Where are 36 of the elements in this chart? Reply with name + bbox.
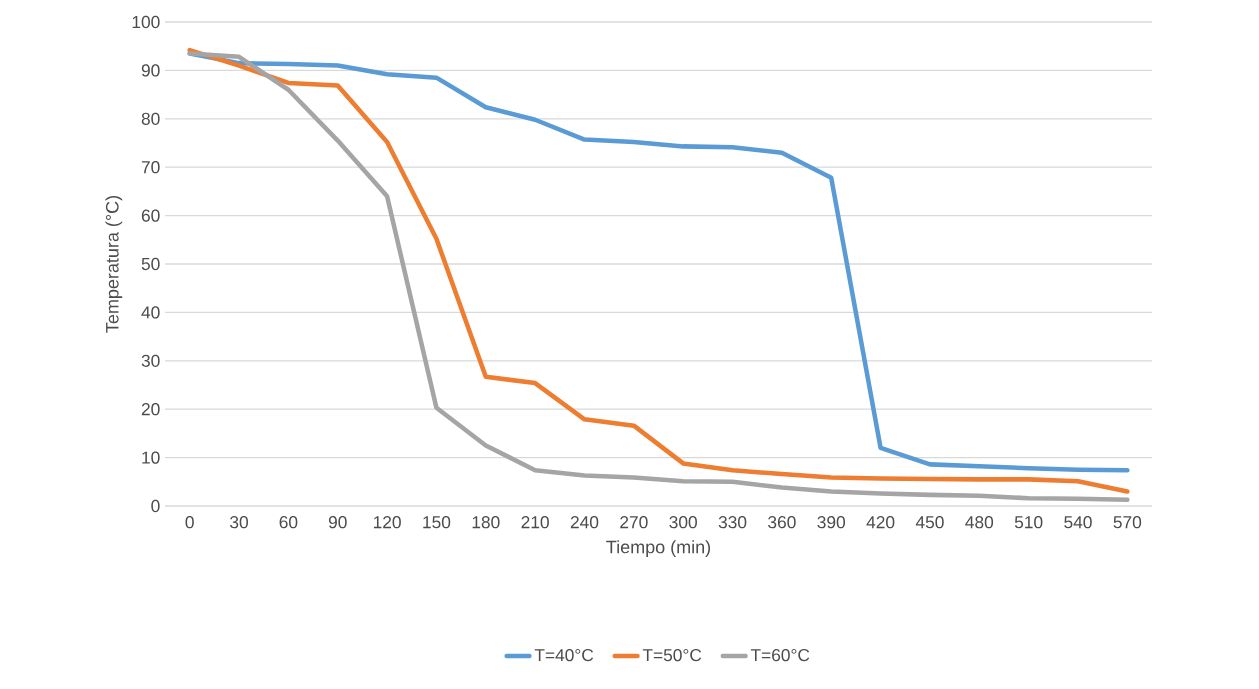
- x-tick-label: 30: [230, 516, 248, 529]
- y-tick-label: 70: [141, 161, 160, 174]
- legend-label: T=60°C: [750, 648, 810, 662]
- x-tick-label: 360: [768, 516, 796, 529]
- x-tick-label: 240: [570, 516, 599, 529]
- x-tick-label: 0: [185, 516, 194, 529]
- y-tick-label: 80: [141, 112, 160, 125]
- y-tick-label: 40: [141, 306, 160, 319]
- x-tick-label: 510: [1014, 516, 1043, 529]
- x-tick-label: 210: [521, 516, 549, 529]
- x-tick-label: 300: [669, 516, 697, 529]
- legend-label: T=40°C: [534, 648, 594, 662]
- y-tick-label: 100: [132, 15, 160, 29]
- y-tick-label: 60: [141, 209, 160, 222]
- x-tick-label: 480: [965, 516, 994, 529]
- x-tick-label: 270: [620, 516, 648, 529]
- y-tick-label: 0: [151, 499, 160, 513]
- x-axis-title: Tiempo (min): [606, 540, 711, 557]
- x-tick-label: 450: [915, 516, 944, 529]
- x-tick-label: 180: [472, 516, 500, 529]
- x-tick-label: 390: [817, 516, 846, 529]
- x-tick-label: 420: [866, 516, 895, 529]
- x-tick-label: 150: [423, 516, 451, 529]
- x-tick-label: 540: [1064, 516, 1092, 529]
- y-axis-title: Temperatura (°C): [105, 196, 123, 333]
- y-tick-label: 30: [141, 354, 160, 367]
- x-tick-label: 90: [328, 516, 347, 529]
- y-tick-label: 90: [141, 64, 160, 77]
- x-tick-label: 330: [718, 516, 747, 529]
- y-tick-label: 10: [142, 451, 160, 464]
- x-tick-label: 60: [279, 516, 298, 529]
- x-tick-label: 570: [1113, 516, 1142, 529]
- y-tick-label: 50: [141, 257, 160, 271]
- legend-label: T=50°C: [642, 648, 702, 662]
- y-tick-label: 20: [141, 403, 160, 416]
- x-tick-label: 120: [373, 516, 401, 529]
